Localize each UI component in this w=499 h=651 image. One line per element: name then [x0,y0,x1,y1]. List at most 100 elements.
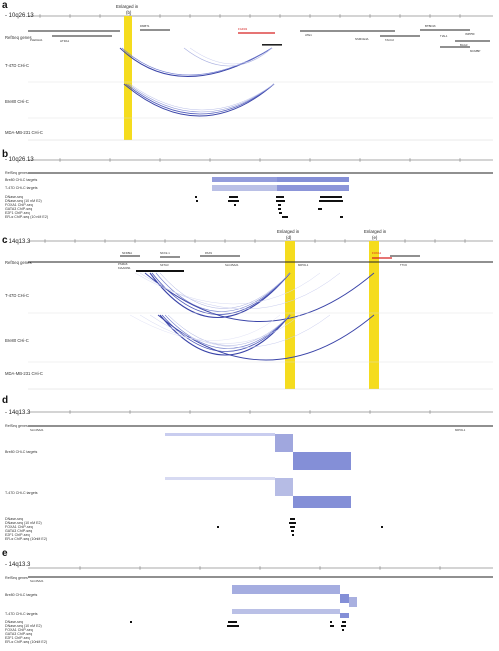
panel-e-axis-ticks [79,566,441,570]
panel-c-gene-kiaa0391: KIAA0391 [118,266,131,270]
panel-d-track-refseq: RefSeq genes [5,424,28,428]
panel-b-t47d-target-2 [277,185,349,191]
panel-c-gene-sfta3: SFTA3 [160,263,169,267]
panel-d-track-bre80: Bre80 CHi-C targets [5,450,38,454]
panel-c-track-bre80: Bre80 CHi-C [5,338,29,343]
panel-e-bre80-target-1 [232,585,340,594]
panel-a-letter: a [2,0,8,11]
panel-c-track-t47d: T-47D CHi-C [5,293,29,298]
panel-b-peaks [195,196,343,218]
panel-e-gene-slc25a21: SLC25A21 [30,579,44,583]
panel-c-enlarged-ref-1: (d) [286,235,292,240]
panel-c-t47d-arcs [134,272,375,322]
panel-b-track-t47d: T-47D CHi-C targets [5,186,38,190]
panel-d-letter: d [2,395,8,406]
panel-b-track-refseq: RefSeq genes [5,171,28,175]
panel-c-gene-pax9: PAX9 [205,251,212,255]
panel-c-enlarged-ref-2: (e) [372,235,378,240]
panel-b-track-er: ER-α ChIP-seq (10 nM E2) [5,215,48,219]
panel-b-axis-ticks [59,158,461,162]
panel-e-region: - 14q13.3 [5,562,31,568]
panel-b-track-dnase-e2: DNase-seq (10 nM E2) [5,199,42,203]
panel-d-track-foxa1: FOXA1 ChIP-seq [5,525,33,529]
panel-c-region: - 14q13.3 [5,239,31,245]
panel-d-axis-ticks [69,410,431,414]
panel-e-track-gata3: GATA3 ChIP-seq [5,632,32,636]
panel-d-track-dnase: DNase-seq [5,517,23,521]
panel-c-gene-ttc6: TTC6 [400,263,407,267]
panel-e-letter: e [2,548,8,559]
panel-d-t47d-target-2 [275,478,293,496]
panel-a-track-mda: MDA-MB-231 CHi-C [5,130,43,135]
panel-d-t47d-target-3 [293,496,351,508]
panel-b-track-dnase: DNase-seq [5,195,23,199]
panel-c-enlarged-label-1: Enlarged in [277,229,300,234]
panel-a-highlight-region [124,16,132,140]
panel-b-bre80-target-2 [277,177,349,182]
panel-a-bre80-arcs [123,83,275,117]
panel-c-track-mda: MDA-MB-231 CHi-C [5,371,43,376]
panel-e: e - 14q13.3 RefSeq genes SLC25A21 Bre80 … [2,548,493,644]
panel-a-gene-btbd16: BTBD16 [425,24,436,28]
panel-a-gene-ate1: ATE1 [305,33,312,37]
panel-b: b - 10q26.13 RefSeq genes Bre80 CHi-C ta… [2,149,493,219]
panel-a-enlarged-label: Enlarged in [116,4,139,9]
panel-a-gene-mcmbp: MCMBP [470,49,481,53]
panel-e-t47d-target-2 [340,613,349,618]
panel-c: c - 14q13.3 Enlarged in (d) Enlarged in … [2,229,493,390]
panel-c-bait-fragment [136,270,184,272]
panel-d-track-gata3: GATA3 ChIP-seq [5,529,32,533]
panel-e-t47d-target-1 [232,609,340,614]
panel-c-gene-foxa1: FOXA1 [372,251,382,255]
panel-e-bre80-target-2 [340,594,349,603]
panel-a-gene-models [28,29,490,48]
panel-a-track-bre80: Bre80 CHi-C [5,99,29,104]
panel-a-t47d-arcs [119,47,273,77]
panel-d-peaks [217,518,383,536]
panel-e-bre80-target-3 [349,597,357,607]
panel-c-gene-nfkbia: NFKBIA [122,251,132,255]
panel-a-enlarged-ref: (b) [126,10,132,15]
panel-a-gene-tial1: TIAL1 [440,34,448,38]
panel-e-track-foxa1: FOXA1 ChIP-seq [5,628,33,632]
panel-a-bait-fragment [262,44,282,46]
panel-a-gene-tacc2: TACC2 [385,38,394,42]
panel-d-gene-slc25a21: SLC25A21 [30,428,44,432]
panel-d-bre80-target-1 [165,433,275,436]
panel-b-letter: b [2,149,8,160]
panel-d-t47d-target-1 [165,477,275,480]
panel-b-track-bre80: Bre80 CHi-C targets [5,178,38,182]
panel-a-gene-plekha1: PLEKHA1 [30,38,43,42]
panel-d-region: - 14q13.3 [5,410,31,416]
panel-d-bre80-target-3 [293,452,351,470]
panel-d-track-t47d: T-47D CHi-C targets [5,491,38,495]
panel-a-gene-bag3: BAG3 [460,43,468,47]
panel-b-t47d-target-1 [212,185,277,191]
panel-c-gene-nkx2-1: NKX2-1 [160,251,170,255]
panel-e-track-bre80: Bre80 CHi-C targets [5,593,38,597]
panel-a-track-t47d: T-47D CHi-C [5,63,29,68]
panel-e-track-t47d: T-47D CHi-C targets [5,612,38,616]
panel-b-region: - 10q26.13 [5,157,34,163]
panel-a-gene-fgfr2: FGFR2 [238,27,248,31]
panel-c-gene-psma6: PSMA6 [118,262,128,266]
panel-d-track-e2f1: E2F1 ChIP-seq [5,533,30,537]
panel-e-track-dnase-e2: DNase-seq (10 nM E2) [5,624,42,628]
panel-b-bre80-target-1 [212,177,277,182]
panel-c-gene-mipol1: MIPOL1 [298,263,309,267]
panel-d: d - 14q13.3 RefSeq genes SLC25A21 MIPOL1… [2,395,493,541]
panel-a-gene-htra1: HTRA1 [60,39,70,43]
panel-b-track-e2f1: E2F1 ChIP-seq [5,211,30,215]
panel-c-axis-ticks [44,239,466,243]
panel-d-track-dnase-e2: DNase-seq (10 nM E2) [5,521,42,525]
panel-a-region: - 10q26.13 [5,13,34,19]
panel-b-track-foxa1: FOXA1 ChIP-seq [5,203,33,207]
panel-c-enlarged-label-2: Enlarged in [364,229,387,234]
panel-e-track-er: ER-α ChIP-seq (10nM E2) [5,640,47,644]
panel-a-track-refseq: RefSeq genes [5,35,32,40]
panel-c-bre80-arcs [129,314,375,361]
panel-a-gene-dmbt1: DMBT1 [140,24,150,28]
panel-a: a - 10q26.13 Enlarged in (b) RefSeq gene… [2,0,493,141]
panel-e-track-dnase: DNase-seq [5,620,23,624]
